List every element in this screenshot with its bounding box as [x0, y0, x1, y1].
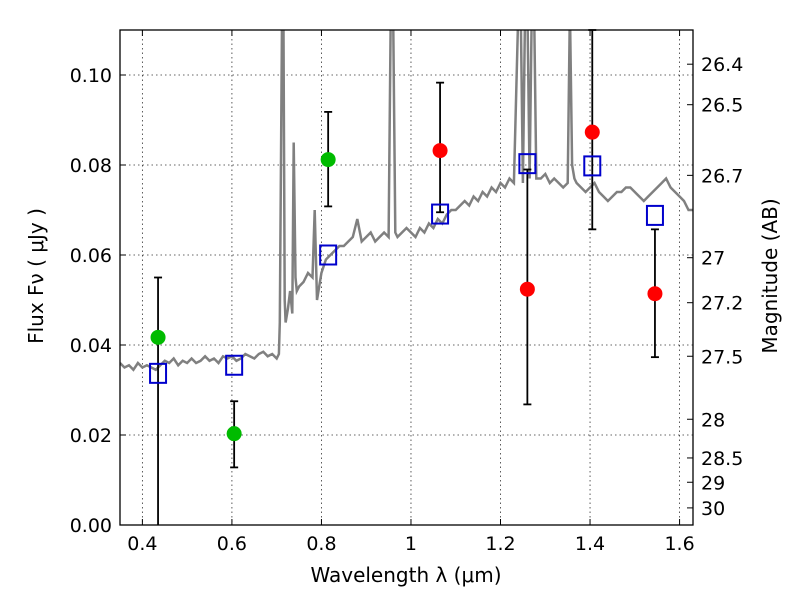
green-point [226, 426, 242, 442]
model-photometry-square [225, 354, 244, 376]
green-point [320, 152, 336, 168]
axes [119, 29, 694, 526]
y-tick-label: 0.10 [70, 65, 112, 87]
error-bars [154, 29, 659, 525]
right-tick-label: 28 [701, 409, 725, 431]
y-tick-label: 0.00 [70, 515, 112, 537]
plot-frame [119, 29, 694, 526]
y-tick-label: 0.04 [70, 335, 112, 357]
model-photometry-square [319, 244, 338, 266]
x-tick-label: 0.4 [127, 533, 157, 555]
x-tick-label: 1 [405, 533, 417, 555]
model-spectrum-line [120, 30, 693, 372]
red-point [432, 143, 448, 159]
data-points [149, 124, 664, 442]
y-tick-label: 0.08 [70, 155, 112, 177]
red-point [519, 281, 535, 297]
right-tick-label: 28.5 [701, 448, 743, 470]
model-photometry-square [518, 153, 537, 175]
x-tick-label: 1.2 [485, 533, 515, 555]
x-axis-label: Wavelength λ (μm) [310, 563, 501, 587]
grid-lines [120, 30, 693, 525]
y-axis-label: Flux Fν ( μJy ) [24, 208, 48, 344]
right-tick-label: 26.4 [701, 54, 743, 76]
model-photometry-square [583, 155, 602, 177]
x-tick-label: 1.6 [664, 533, 694, 555]
x-tick-label: 1.4 [575, 533, 605, 555]
model-photometry-square [645, 204, 664, 226]
model-photometry-square [149, 362, 168, 384]
tick-labels: 0.4 0.6 0.8 1 1.2 1.4 1.6 0.00 0.02 0.04 0.06 0.08 0… [70, 54, 744, 555]
right-tick-label: 27.2 [701, 293, 743, 315]
y-tick-label: 0.06 [70, 245, 112, 267]
model-spectrum [120, 30, 693, 372]
x-tick-label: 0.8 [306, 533, 336, 555]
right-tick-label: 27 [701, 248, 725, 270]
green-point [150, 329, 166, 345]
right-tick-label: 26.7 [701, 165, 743, 187]
model-photometry-square [431, 203, 450, 225]
right-tick-label: 30 [701, 498, 725, 520]
right-tick-label: 27.5 [701, 346, 743, 368]
x-tick-label: 0.6 [217, 533, 247, 555]
right-axis-label: Magnitude (AB) [758, 198, 782, 353]
red-point [584, 124, 600, 140]
y-tick-label: 0.02 [70, 425, 112, 447]
red-point [647, 286, 663, 302]
right-tick-label: 29 [701, 472, 725, 494]
right-tick-label: 26.5 [701, 95, 743, 117]
